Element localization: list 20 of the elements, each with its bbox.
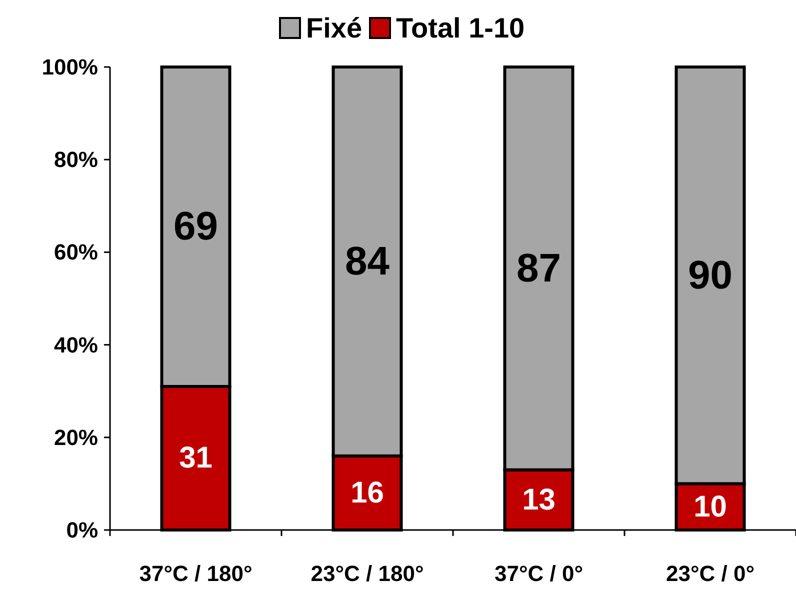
data-label: 13 [522,483,556,516]
legend-label: Fixé [306,12,362,44]
y-tick-label: 80% [54,147,98,172]
y-tick-label: 40% [54,332,98,358]
data-label: 69 [174,204,218,249]
x-tick-label: 23°C / 180° [310,561,424,586]
data-label: 16 [350,476,384,510]
y-tick-label: 0% [66,518,98,542]
data-label: 10 [694,490,727,524]
x-tick-label: 37°C / 180° [139,561,252,586]
data-label: 84 [345,239,390,284]
x-tick-label: 23°C / 0° [666,561,755,586]
y-tick-label: 20% [54,424,98,450]
data-label: 31 [179,442,212,475]
y-tick-label: 100% [42,54,98,80]
data-label: 90 [688,253,732,298]
data-label: 87 [516,246,561,290]
x-tick-label: 37°C / 0° [494,561,584,586]
y-tick-label: 60% [54,240,98,265]
legend-label: Total 1-10 [396,12,525,44]
